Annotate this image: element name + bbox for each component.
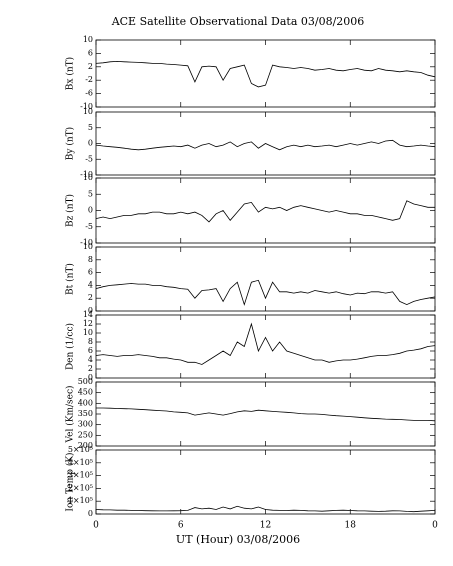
y-tick-label: 0 — [88, 306, 93, 315]
y-tick-label: 500 — [78, 377, 93, 386]
x-tick-label: 18 — [345, 521, 357, 531]
y-tick-label: 2 — [88, 293, 93, 302]
y-tick-label: -6 — [85, 89, 93, 98]
y-tick-label: 8 — [88, 337, 93, 346]
y-axis-label: Bt (nT) — [65, 263, 76, 295]
y-tick-label: 0 — [88, 206, 93, 215]
y-tick-label: 0 — [88, 373, 93, 382]
y-tick-label: 300 — [78, 420, 93, 429]
y-tick-label: 4×10⁵ — [68, 458, 93, 467]
y-tick-label: 2 — [88, 62, 93, 71]
y-axis-label: Den (1/cc) — [65, 323, 76, 370]
y-tick-label: 4 — [88, 280, 93, 289]
y-tick-label: 350 — [78, 409, 93, 418]
y-axis-label: Bz (nT) — [65, 194, 76, 227]
y-tick-label: 1×10⁵ — [68, 496, 93, 505]
y-tick-label: 2×10⁵ — [68, 483, 93, 492]
y-tick-label: 6 — [88, 268, 93, 277]
y-tick-label: 12 — [83, 319, 93, 328]
panel-frame — [95, 177, 436, 244]
y-tick-label: -10 — [80, 170, 93, 179]
y-tick-label: -10 — [80, 102, 93, 111]
data-line — [96, 407, 436, 422]
y-tick-label: 2 — [88, 364, 93, 373]
x-tick-label: 0 — [93, 521, 99, 531]
y-axis-label: Vel (Km/sec) — [65, 385, 76, 443]
x-tick-label: 6 — [178, 521, 184, 531]
data-line — [95, 279, 436, 306]
y-tick-label: 10 — [83, 328, 93, 337]
y-tick-label: 14 — [83, 310, 93, 319]
x-axis-label: UT (Hour) 03/08/2006 — [176, 533, 300, 546]
panel-frame — [95, 39, 436, 108]
x-tick-label: 12 — [260, 521, 271, 531]
y-tick-label: -10 — [80, 238, 93, 247]
y-tick-label: 6 — [88, 48, 93, 57]
panel-frame — [95, 246, 436, 312]
y-tick-label: -5 — [85, 154, 93, 163]
data-line — [95, 322, 436, 365]
y-tick-label: 3×10⁵ — [68, 471, 93, 480]
y-axis-label: By (nT) — [65, 127, 76, 160]
data-line — [95, 139, 436, 151]
panel-frame — [95, 314, 436, 379]
y-tick-label: 10 — [83, 242, 93, 251]
panel-frame — [95, 449, 436, 515]
y-tick-label: 10 — [83, 35, 93, 44]
data-line — [95, 505, 436, 513]
y-tick-label: -5 — [85, 222, 93, 231]
panel-frame — [95, 381, 436, 447]
y-tick-label: -2 — [85, 75, 93, 84]
y-tick-label: 4 — [88, 355, 93, 364]
y-tick-label: 5 — [88, 189, 93, 198]
y-tick-label: 0 — [88, 139, 93, 148]
y-tick-label: 200 — [78, 441, 93, 450]
y-tick-label: 250 — [78, 430, 93, 439]
y-tick-label: 8 — [88, 255, 93, 264]
y-tick-label: 0 — [88, 509, 93, 518]
y-tick-label: 10 — [83, 107, 93, 116]
y-tick-label: 450 — [78, 388, 93, 397]
data-line — [95, 200, 435, 223]
y-tick-label: 10 — [83, 173, 93, 182]
y-tick-label: 400 — [78, 398, 93, 407]
y-tick-label: 5 — [88, 123, 93, 132]
data-line — [95, 60, 436, 88]
y-axis-label: Ion Temp (K) — [65, 452, 76, 511]
y-tick-label: 5×10⁵ — [68, 445, 93, 454]
x-tick-label: 0 — [432, 521, 438, 531]
chart-title: ACE Satellite Observational Data 03/08/2… — [111, 15, 365, 28]
y-tick-label: 6 — [88, 346, 93, 355]
y-axis-label: Bx (nT) — [65, 57, 76, 90]
